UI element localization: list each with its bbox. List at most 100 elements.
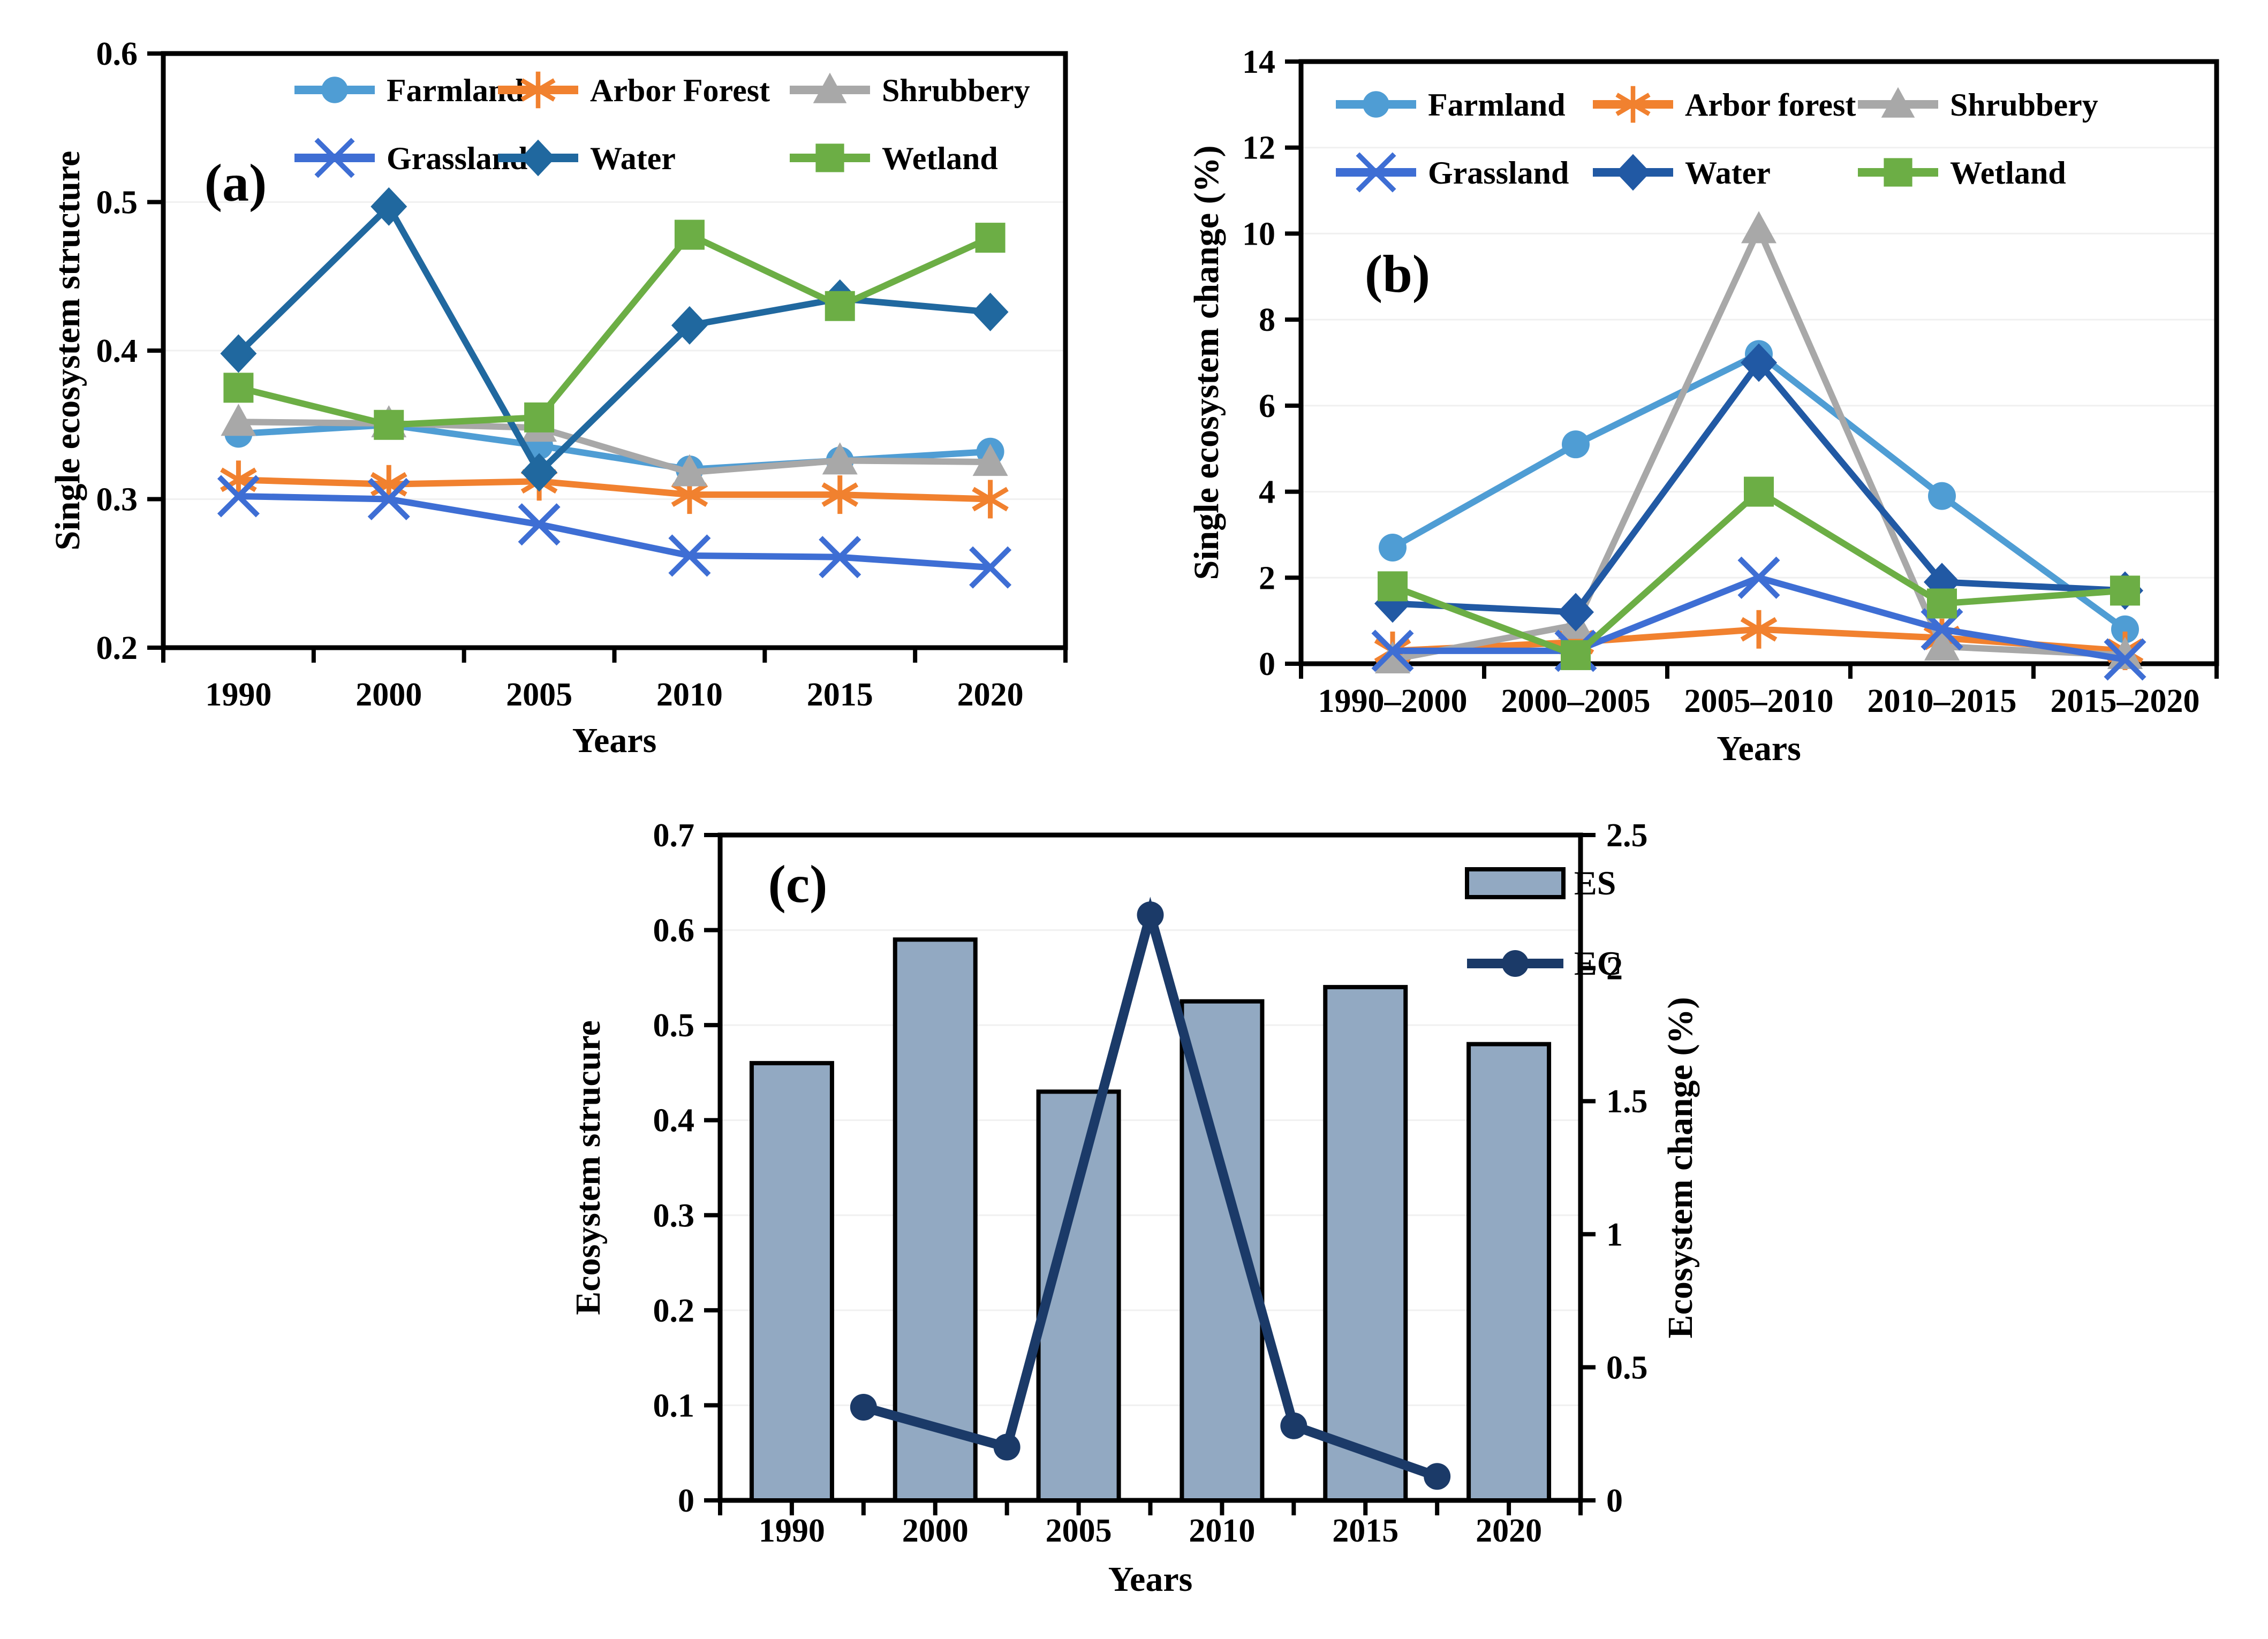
square-marker	[975, 223, 1006, 253]
y-tick-label: 0	[678, 1483, 694, 1519]
y-tick-label: 0	[1259, 646, 1275, 682]
chart-panel-a: 0.2 0.3 0.4 0.5 0.6 1990 2000 2005 2010 2015 2020 F…	[48, 36, 1068, 760]
panel-label: (b)	[1365, 244, 1430, 303]
diamond-marker	[520, 139, 556, 177]
series-line	[238, 492, 991, 571]
y-axis-tick-labels: 0 2 4 6 8 10 12 14	[1242, 44, 1275, 682]
x-axis-ticks	[161, 648, 1068, 663]
gridlines	[720, 929, 1581, 1406]
x-tick-label: 1990	[759, 1513, 825, 1549]
series-wetland	[1378, 476, 2140, 670]
series-shrubbery	[221, 404, 1008, 487]
y-tick-label: 0.6	[653, 913, 695, 949]
y-axis-ticks	[1285, 59, 1301, 666]
square-marker	[1884, 158, 1912, 187]
x-marker	[668, 534, 711, 577]
right-y-tick-label: 1	[1606, 1217, 1623, 1253]
x-marker	[314, 138, 355, 178]
asterisk-marker	[821, 475, 859, 514]
right-y-tick-label: 1.5	[1606, 1083, 1648, 1120]
triangle-marker	[1375, 641, 1410, 673]
circle-marker	[1280, 1412, 1307, 1439]
y-tick-label: 8	[1259, 302, 1275, 338]
circle-marker	[1562, 430, 1590, 459]
y-tick-label: 14	[1242, 44, 1275, 80]
circle-marker	[2111, 615, 2139, 643]
plot-border	[717, 832, 1583, 1503]
y-tick-label: 6	[1259, 388, 1275, 424]
legend-label: Grassland	[1428, 155, 1569, 191]
legend-label: Shrubbery	[1950, 87, 2098, 123]
square-marker	[1561, 640, 1591, 670]
legend-item-arbor-forest: Arbor forest	[1593, 86, 1856, 123]
square-marker	[2110, 575, 2140, 606]
x-marker	[969, 546, 1012, 589]
legend-item-farmland: Farmland	[1336, 87, 1566, 123]
legend-item-wetland: Wetland	[790, 141, 998, 176]
y-axis-ticks	[704, 833, 720, 1503]
x-marker	[217, 475, 260, 518]
y-axis-title-left: Ecosystem strucure	[569, 1020, 608, 1315]
x-axis-tick-labels: 1990–2000 2000–2005 2005–2010 2010–2015 2015…	[1318, 683, 2200, 719]
y-tick-label: 0.3	[653, 1197, 695, 1234]
panel-label: (c)	[768, 854, 828, 914]
legend-item-arbor-forest: Arbor Forest	[498, 71, 770, 109]
chart-panel-c: 0 0.1 0.2 0.3 0.4 0.5 0.6 0.7 0 0.5 1 1.5 2 2.5 1990 20…	[569, 817, 1700, 1599]
x-axis-title: Years	[572, 721, 657, 760]
series-line	[236, 201, 991, 478]
square-marker	[825, 291, 855, 321]
square-marker	[374, 409, 404, 440]
legend: ES EC	[1465, 864, 1622, 982]
diamond-marker	[1558, 593, 1594, 632]
triangle-marker	[1741, 211, 1776, 244]
series-line	[237, 231, 992, 428]
x-axis-ticks	[1299, 664, 2219, 679]
triangle-marker	[1924, 628, 1960, 661]
x-marker	[2104, 638, 2146, 681]
circle-marker	[1363, 91, 1389, 118]
square-marker	[524, 402, 555, 432]
legend-label: Shrubbery	[882, 73, 1030, 108]
x-tick-label: 2005	[1046, 1513, 1112, 1549]
x-tick-label: 2010	[656, 677, 723, 713]
diamond-marker	[972, 292, 1009, 331]
x-tick-label: 2015	[807, 677, 873, 713]
legend-label: Water	[1685, 155, 1771, 191]
legend-label: Water	[590, 141, 676, 176]
series-line	[238, 476, 991, 503]
asterisk-marker	[972, 480, 1009, 519]
plot-border	[1298, 59, 2219, 666]
x-marker	[367, 477, 410, 521]
chart-panel-b: 0 2 4 6 8 10 12 14 1990–2000 2000–2005 2005–2010 20…	[1187, 44, 2219, 768]
square-marker	[1378, 571, 1408, 602]
y-axis-title-right: Ecosystem change (%)	[1661, 997, 1700, 1339]
legend-label: ES	[1574, 864, 1616, 902]
line-series-ec	[850, 897, 1451, 1490]
triangle-marker	[671, 454, 707, 487]
x-axis-ticks	[718, 1500, 1583, 1515]
y-tick-label: 10	[1242, 216, 1275, 252]
panel-label: (a)	[205, 153, 267, 213]
asterisk-marker	[520, 71, 556, 109]
legend-label: Arbor forest	[1685, 87, 1856, 123]
x-tick-label: 2000–2005	[1501, 683, 1651, 719]
series-arbor-forest	[220, 460, 1009, 519]
y-axis-title: Single ecosystem structure	[48, 151, 87, 551]
x-marker	[1371, 629, 1414, 672]
y-axis-ticks	[147, 51, 163, 650]
y-tick-label: 0.3	[96, 482, 138, 518]
right-y-tick-label: 2	[1606, 951, 1623, 987]
x-marker	[819, 536, 861, 579]
x-tick-label: 2020	[957, 677, 1024, 713]
bar-es	[749, 1061, 834, 1503]
series-shrubbery	[1375, 211, 2143, 673]
x-tick-label: 2000	[356, 677, 422, 713]
legend-item-grassland: Grassland	[294, 138, 527, 178]
x-tick-label: 1990–2000	[1318, 683, 1468, 719]
y-tick-label: 12	[1242, 130, 1275, 166]
right-y-tick-label: 0	[1606, 1483, 1623, 1519]
legend-item-shrubbery: Shrubbery	[1858, 87, 2098, 123]
x-marker	[518, 503, 561, 546]
right-y-axis-ticks	[1581, 833, 1596, 1503]
